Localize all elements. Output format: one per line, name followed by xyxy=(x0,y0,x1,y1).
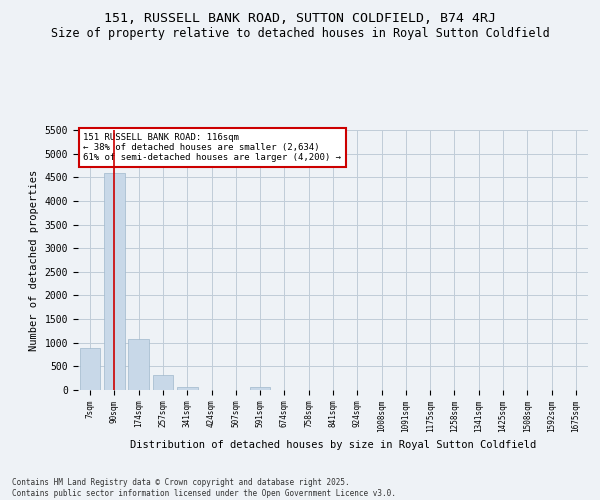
Text: Contains HM Land Registry data © Crown copyright and database right 2025.
Contai: Contains HM Land Registry data © Crown c… xyxy=(12,478,396,498)
Bar xyxy=(152,376,173,390)
Y-axis label: Number of detached properties: Number of detached properties xyxy=(29,170,39,350)
Text: Size of property relative to detached houses in Royal Sutton Coldfield: Size of property relative to detached ho… xyxy=(50,28,550,40)
Bar xyxy=(80,348,100,390)
Text: 151 RUSSELL BANK ROAD: 116sqm
← 38% of detached houses are smaller (2,634)
61% o: 151 RUSSELL BANK ROAD: 116sqm ← 38% of d… xyxy=(83,132,341,162)
Bar xyxy=(104,174,125,390)
Bar xyxy=(177,387,197,390)
Text: 151, RUSSELL BANK ROAD, SUTTON COLDFIELD, B74 4RJ: 151, RUSSELL BANK ROAD, SUTTON COLDFIELD… xyxy=(104,12,496,26)
X-axis label: Distribution of detached houses by size in Royal Sutton Coldfield: Distribution of detached houses by size … xyxy=(130,440,536,450)
Bar xyxy=(250,388,271,390)
Bar xyxy=(128,339,149,390)
